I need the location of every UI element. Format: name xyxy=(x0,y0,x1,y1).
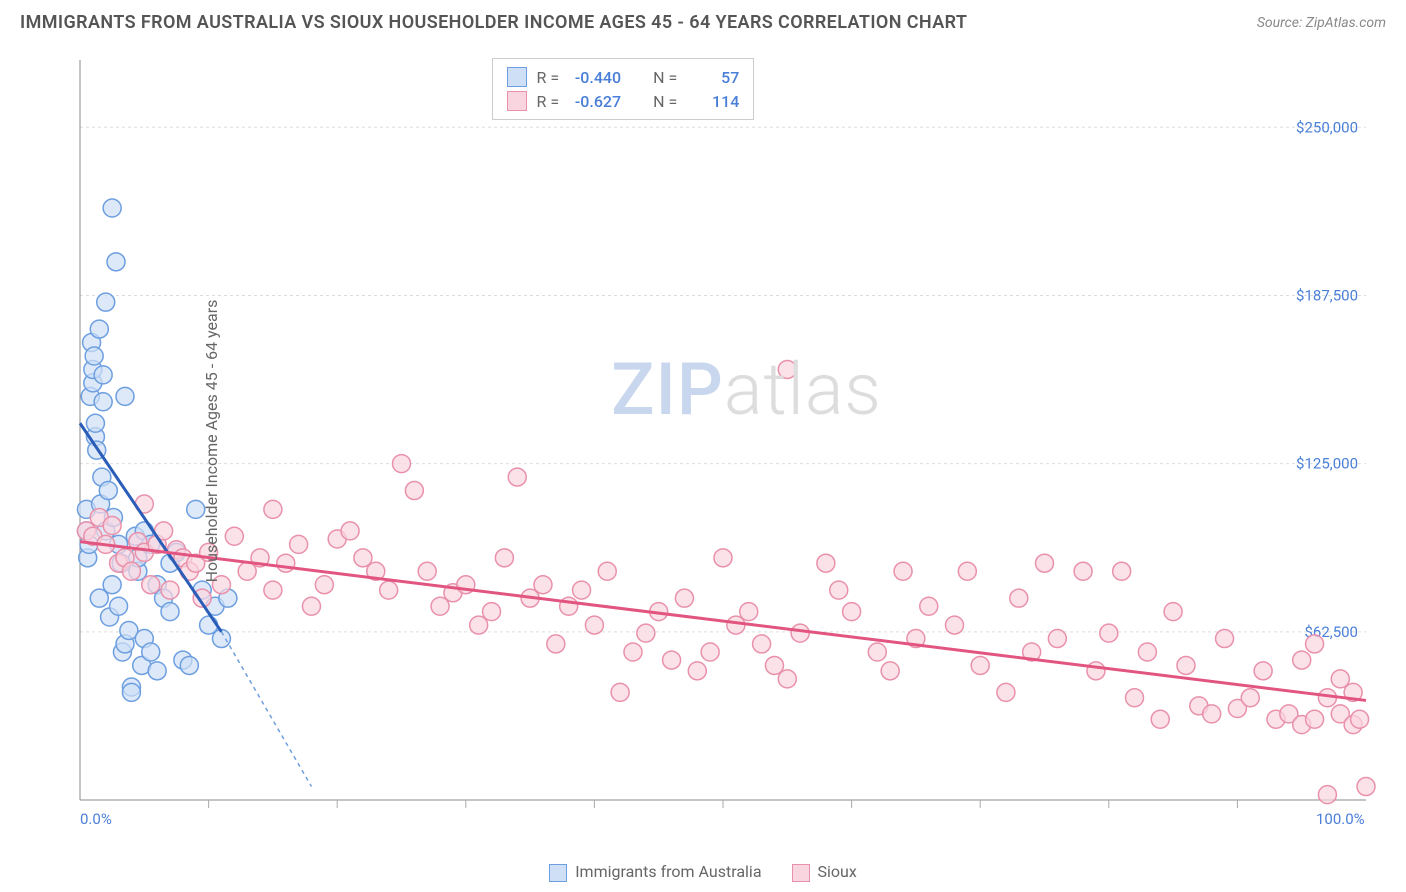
series-swatch xyxy=(507,91,527,111)
y-axis-label: Householder Income Ages 45 - 64 years xyxy=(202,300,221,583)
svg-text:$125,000: $125,000 xyxy=(1296,455,1358,473)
r-label: R = xyxy=(537,92,560,111)
n-value: 57 xyxy=(687,68,739,87)
n-label: N = xyxy=(653,92,677,111)
svg-text:$187,500: $187,500 xyxy=(1296,286,1358,304)
series-swatch xyxy=(507,67,527,87)
scatter-chart: $62,500$125,000$187,500$250,000 xyxy=(50,50,1386,832)
chart-title: IMMIGRANTS FROM AUSTRALIA VS SIOUX HOUSE… xyxy=(20,12,967,33)
stats-row: R = -0.627 N = 114 xyxy=(507,89,740,113)
legend-label: Immigrants from Australia xyxy=(575,862,761,881)
legend-swatch xyxy=(792,864,810,882)
chart-container: IMMIGRANTS FROM AUSTRALIA VS SIOUX HOUSE… xyxy=(0,0,1406,892)
n-value: 114 xyxy=(687,92,739,111)
n-label: N = xyxy=(653,68,677,87)
legend-swatch xyxy=(549,864,567,882)
header-row: IMMIGRANTS FROM AUSTRALIA VS SIOUX HOUSE… xyxy=(0,0,1406,41)
legend-item: Sioux xyxy=(792,862,857,882)
legend-item: Immigrants from Australia xyxy=(549,862,761,882)
stats-row: R = -0.440 N = 57 xyxy=(507,65,740,89)
r-label: R = xyxy=(537,68,560,87)
bottom-legend: Immigrants from Australia Sioux xyxy=(0,862,1406,882)
x-tick-label: 100.0% xyxy=(1316,810,1365,828)
stats-legend-box: R = -0.440 N = 57 R = -0.627 N = 114 xyxy=(492,58,755,120)
x-tick-label: 0.0% xyxy=(80,810,112,828)
r-value: -0.440 xyxy=(569,68,621,87)
source-attribution: Source: ZipAtlas.com xyxy=(1257,15,1386,31)
chart-area: Householder Income Ages 45 - 64 years ZI… xyxy=(50,50,1386,832)
svg-text:$250,000: $250,000 xyxy=(1296,118,1358,136)
r-value: -0.627 xyxy=(569,92,621,111)
legend-label: Sioux xyxy=(818,862,857,881)
